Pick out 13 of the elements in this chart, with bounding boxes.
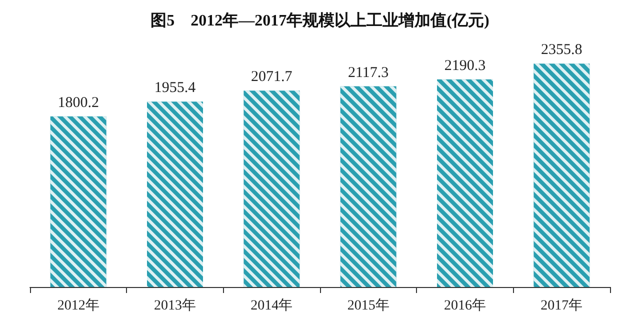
data-label: 2190.3: [444, 58, 486, 74]
data-label: 1955.4: [154, 80, 196, 96]
x-tick-label: 2012年: [57, 298, 100, 314]
x-tick-label: 2013年: [154, 298, 196, 314]
x-tick-label: 2014年: [250, 298, 293, 314]
x-tick-label: 2015年: [347, 298, 390, 314]
chart-title: 图5 2012年—2017年规模以上工业增加值(亿元): [150, 12, 490, 30]
x-tick-label: 2017年: [540, 298, 583, 314]
x-tick-label: 2016年: [444, 298, 486, 314]
data-label: 1800.2: [58, 94, 99, 111]
data-label: 2071.7: [251, 69, 293, 86]
data-label: 2117.3: [348, 64, 389, 81]
data-label: 2355.8: [541, 42, 582, 58]
